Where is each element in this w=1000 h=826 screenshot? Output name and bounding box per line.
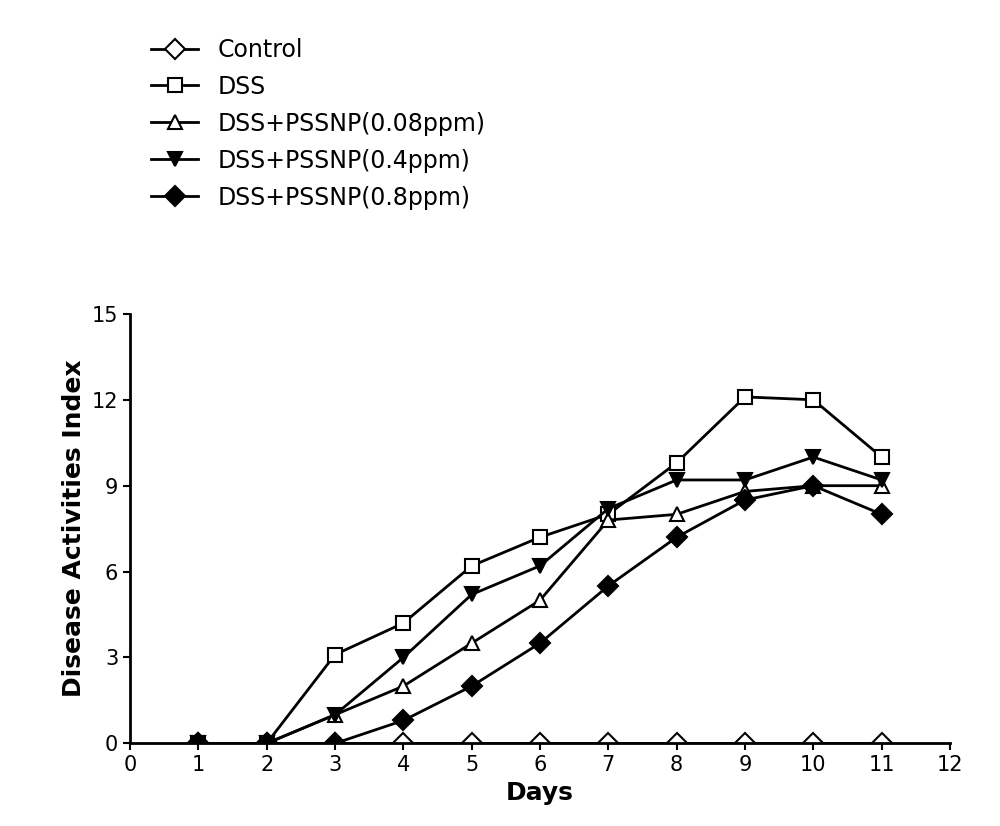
Legend: Control, DSS, DSS+PSSNP(0.08ppm), DSS+PSSNP(0.4ppm), DSS+PSSNP(0.8ppm): Control, DSS, DSS+PSSNP(0.08ppm), DSS+PS… bbox=[142, 28, 495, 219]
Y-axis label: Disease Activities Index: Disease Activities Index bbox=[62, 360, 86, 697]
X-axis label: Days: Days bbox=[506, 781, 574, 805]
